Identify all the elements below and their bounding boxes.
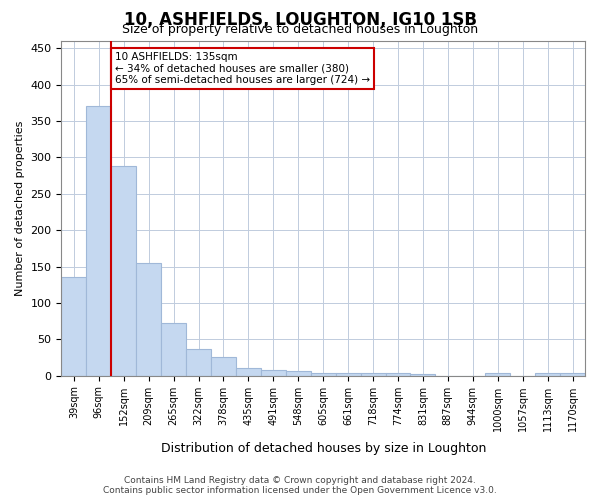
Bar (335, 374, 361, 376)
Bar (560, 374, 585, 376)
Bar (211, 358, 236, 376)
Text: Contains HM Land Registry data © Crown copyright and database right 2024.
Contai: Contains HM Land Registry data © Crown c… (103, 476, 497, 495)
Bar (236, 368, 261, 376)
Bar (361, 373, 386, 376)
Bar (485, 374, 510, 376)
Bar (535, 374, 560, 376)
Bar (261, 370, 286, 376)
Bar (61, 278, 86, 376)
Bar (111, 166, 136, 376)
Bar (186, 350, 211, 376)
X-axis label: Distribution of detached houses by size in Loughton: Distribution of detached houses by size … (161, 442, 486, 455)
Bar (161, 324, 186, 376)
Bar (286, 370, 311, 376)
Bar (410, 374, 436, 376)
Text: Size of property relative to detached houses in Loughton: Size of property relative to detached ho… (122, 22, 478, 36)
Y-axis label: Number of detached properties: Number of detached properties (15, 120, 25, 296)
Bar (86, 106, 111, 376)
Text: 10, ASHFIELDS, LOUGHTON, IG10 1SB: 10, ASHFIELDS, LOUGHTON, IG10 1SB (124, 11, 476, 29)
Text: 10 ASHFIELDS: 135sqm
← 34% of detached houses are smaller (380)
65% of semi-deta: 10 ASHFIELDS: 135sqm ← 34% of detached h… (115, 52, 370, 85)
Bar (311, 373, 335, 376)
Bar (136, 263, 161, 376)
Bar (386, 373, 410, 376)
